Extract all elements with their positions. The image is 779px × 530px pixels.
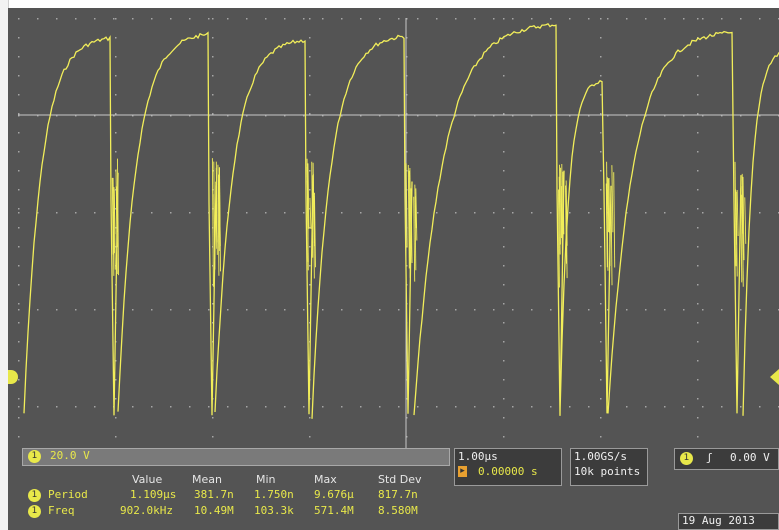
period-value: 1.109µs bbox=[130, 488, 177, 501]
channel-1-scale: 20.0 V bbox=[50, 449, 90, 462]
measurement-header-min: Min bbox=[256, 473, 276, 486]
freq-value: 902.0kHz bbox=[120, 504, 173, 517]
channel-1-ground-marker[interactable] bbox=[8, 370, 18, 384]
channel-1-badge: 1 bbox=[28, 450, 41, 463]
oscilloscope-screen: 1 20.0 V Value Mean Min Max Std Dev 1 Pe… bbox=[8, 8, 779, 530]
measurement-header-value: Value bbox=[132, 473, 163, 486]
sample-rate: 1.00GS/s bbox=[574, 450, 627, 463]
freq-std-dev: 8.580M bbox=[378, 504, 418, 517]
graticule bbox=[18, 18, 779, 448]
trigger-source-badge: 1 bbox=[680, 452, 693, 465]
trigger-level: 0.00 V bbox=[730, 451, 770, 464]
measurement-header-std-dev: Std Dev bbox=[378, 473, 422, 486]
trigger-level-marker[interactable] bbox=[770, 369, 779, 385]
period-channel-badge: 1 bbox=[28, 489, 41, 502]
freq-max: 571.4M bbox=[314, 504, 354, 517]
rising-edge-icon: ʃ bbox=[706, 451, 713, 464]
horizontal-settings-box[interactable] bbox=[454, 448, 562, 486]
period-min: 1.750n bbox=[254, 488, 294, 501]
horizontal-delay: 0.00000 s bbox=[478, 465, 538, 478]
channel-1-waveform bbox=[23, 22, 779, 419]
measurement-header-max: Max bbox=[314, 473, 337, 486]
measurement-header-mean: Mean bbox=[192, 473, 222, 486]
record-length: 10k points bbox=[574, 465, 641, 478]
delay-arrow-icon: ▸ bbox=[458, 466, 467, 477]
graticule-dots bbox=[18, 18, 779, 438]
freq-label: Freq bbox=[48, 504, 75, 517]
period-mean: 381.7n bbox=[194, 488, 234, 501]
channel-scale-bar[interactable] bbox=[22, 448, 450, 466]
freq-channel-badge: 1 bbox=[28, 505, 41, 518]
freq-mean: 10.49M bbox=[194, 504, 234, 517]
freq-min: 103.3k bbox=[254, 504, 294, 517]
waveform-ringing bbox=[111, 158, 747, 288]
period-std-dev: 817.7n bbox=[378, 488, 418, 501]
acquisition-settings-box[interactable] bbox=[570, 448, 648, 486]
horizontal-scale: 1.00µs bbox=[458, 450, 498, 463]
period-label: Period bbox=[48, 488, 88, 501]
date-label: 19 Aug 2013 bbox=[682, 514, 755, 527]
period-max: 9.676µ bbox=[314, 488, 354, 501]
